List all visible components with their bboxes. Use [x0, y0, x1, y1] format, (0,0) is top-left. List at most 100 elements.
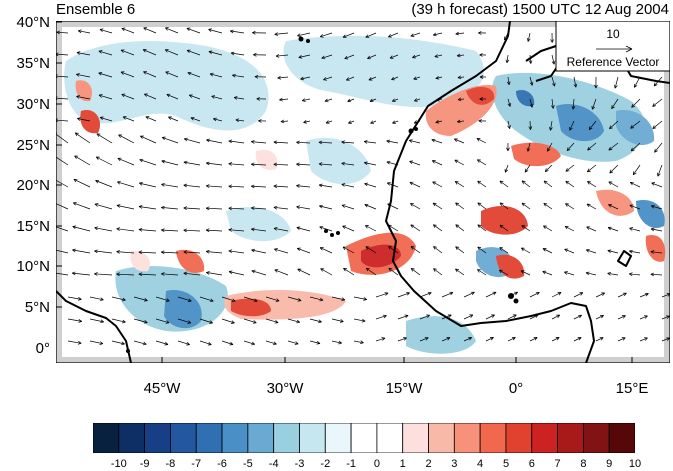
- wind-vector-head: [190, 117, 195, 121]
- wind-vector: [111, 340, 125, 345]
- wind-vector: [566, 142, 575, 151]
- wind-vector: [529, 54, 532, 64]
- wind-vector: [364, 141, 377, 144]
- wind-vector: [251, 163, 267, 166]
- wind-vector: [121, 27, 135, 34]
- wind-vector-head: [551, 104, 555, 109]
- wind-vector-head: [609, 125, 613, 130]
- colorbar-label: 1: [399, 458, 406, 470]
- wind-vector: [342, 225, 355, 232]
- wind-vector: [521, 225, 531, 232]
- wind-vector: [585, 272, 597, 276]
- wind-vector: [94, 250, 113, 254]
- wind-vector: [551, 98, 554, 109]
- wind-vector-head: [208, 50, 213, 55]
- wind-vector-head: [161, 182, 165, 187]
- wind-vector-head: [186, 27, 191, 32]
- wind-vector-head: [206, 138, 210, 143]
- wind-vector-head: [549, 126, 553, 131]
- wind-vector: [507, 76, 510, 85]
- colorbar-label: 0: [373, 458, 380, 470]
- wind-vector-head: [565, 203, 569, 207]
- wind-vector: [287, 340, 299, 345]
- wind-vector: [168, 116, 179, 122]
- wind-vector-head: [165, 320, 170, 324]
- wind-vector: [529, 76, 533, 86]
- wind-vector: [118, 134, 135, 144]
- wind-vector: [228, 250, 245, 254]
- wind-vector-head: [228, 228, 233, 232]
- wind-vector-head: [534, 314, 539, 318]
- wind-vector: [419, 337, 429, 342]
- wind-vector: [343, 267, 355, 276]
- lon-label: 0°: [508, 380, 524, 397]
- wind-vector-head: [277, 75, 282, 80]
- wind-vector-head: [455, 224, 460, 228]
- wind-vector: [199, 318, 213, 324]
- wind-vector-head: [343, 267, 347, 272]
- wind-vector: [586, 249, 597, 254]
- wind-vector: [521, 202, 531, 210]
- colorbar-label: -1: [346, 458, 356, 470]
- wind-vector-head: [117, 180, 121, 185]
- wind-vector: [650, 251, 663, 254]
- wind-vector-head: [365, 246, 370, 250]
- wind-vector: [228, 185, 245, 188]
- wind-vector: [319, 205, 333, 210]
- wind-vector: [251, 207, 267, 210]
- wind-vector: [206, 185, 223, 188]
- wind-vector-head: [555, 337, 560, 341]
- wind-vector: [506, 54, 509, 63]
- wind-vector-head: [543, 202, 548, 207]
- wind-vector: [162, 137, 179, 144]
- wind-vector-head: [76, 73, 80, 77]
- lon-label: 45°W: [143, 380, 181, 397]
- wind-vector: [199, 340, 212, 345]
- wind-vector: [183, 184, 201, 188]
- vector-wind-map: 10 Reference Vector: [56, 21, 670, 363]
- wind-vector: [595, 315, 604, 320]
- wind-vector-head: [251, 269, 256, 274]
- wind-vector: [56, 31, 69, 34]
- colorbar-swatch: [505, 423, 533, 453]
- wind-vector: [297, 247, 311, 254]
- wind-vector-head: [392, 120, 396, 124]
- wind-vector-head: [454, 138, 458, 142]
- wind-vector: [607, 250, 619, 254]
- wind-vector-head: [183, 183, 188, 188]
- wind-vector-head: [524, 168, 529, 173]
- wind-vector-head: [187, 71, 192, 76]
- wind-vector-head: [651, 182, 656, 186]
- wind-vector: [341, 141, 355, 144]
- wind-vector: [573, 76, 577, 88]
- wind-vector: [629, 227, 641, 232]
- wind-vector-head: [341, 183, 346, 187]
- wind-vector-head: [653, 82, 658, 87]
- wind-vector: [228, 207, 245, 210]
- wind-vector-head: [138, 227, 143, 232]
- wind-vector: [652, 120, 663, 129]
- wind-vector: [353, 318, 366, 322]
- wind-vector-head: [409, 181, 414, 186]
- wind-vector: [524, 164, 531, 173]
- wind-vector: [409, 139, 421, 144]
- wind-vector: [410, 224, 421, 232]
- wind-vector-head: [521, 225, 526, 229]
- lat-label: 35°N: [16, 55, 50, 72]
- wind-vector-head: [367, 55, 371, 60]
- wind-vector: [232, 74, 245, 78]
- wind-vector-head: [447, 314, 452, 318]
- colorbar-swatch: [531, 423, 558, 453]
- wind-vector-head: [316, 341, 321, 345]
- wind-vector: [273, 185, 289, 188]
- wind-vector-head: [98, 50, 103, 54]
- wind-vector-head: [273, 162, 278, 167]
- wind-vector: [457, 54, 465, 57]
- wind-vector: [287, 318, 300, 323]
- wind-vector: [551, 292, 562, 298]
- wind-vector: [413, 120, 421, 124]
- wind-vector-head: [479, 53, 483, 57]
- wind-vector: [251, 141, 267, 144]
- wind-vector-head: [469, 314, 474, 318]
- wind-vector-head: [614, 84, 618, 89]
